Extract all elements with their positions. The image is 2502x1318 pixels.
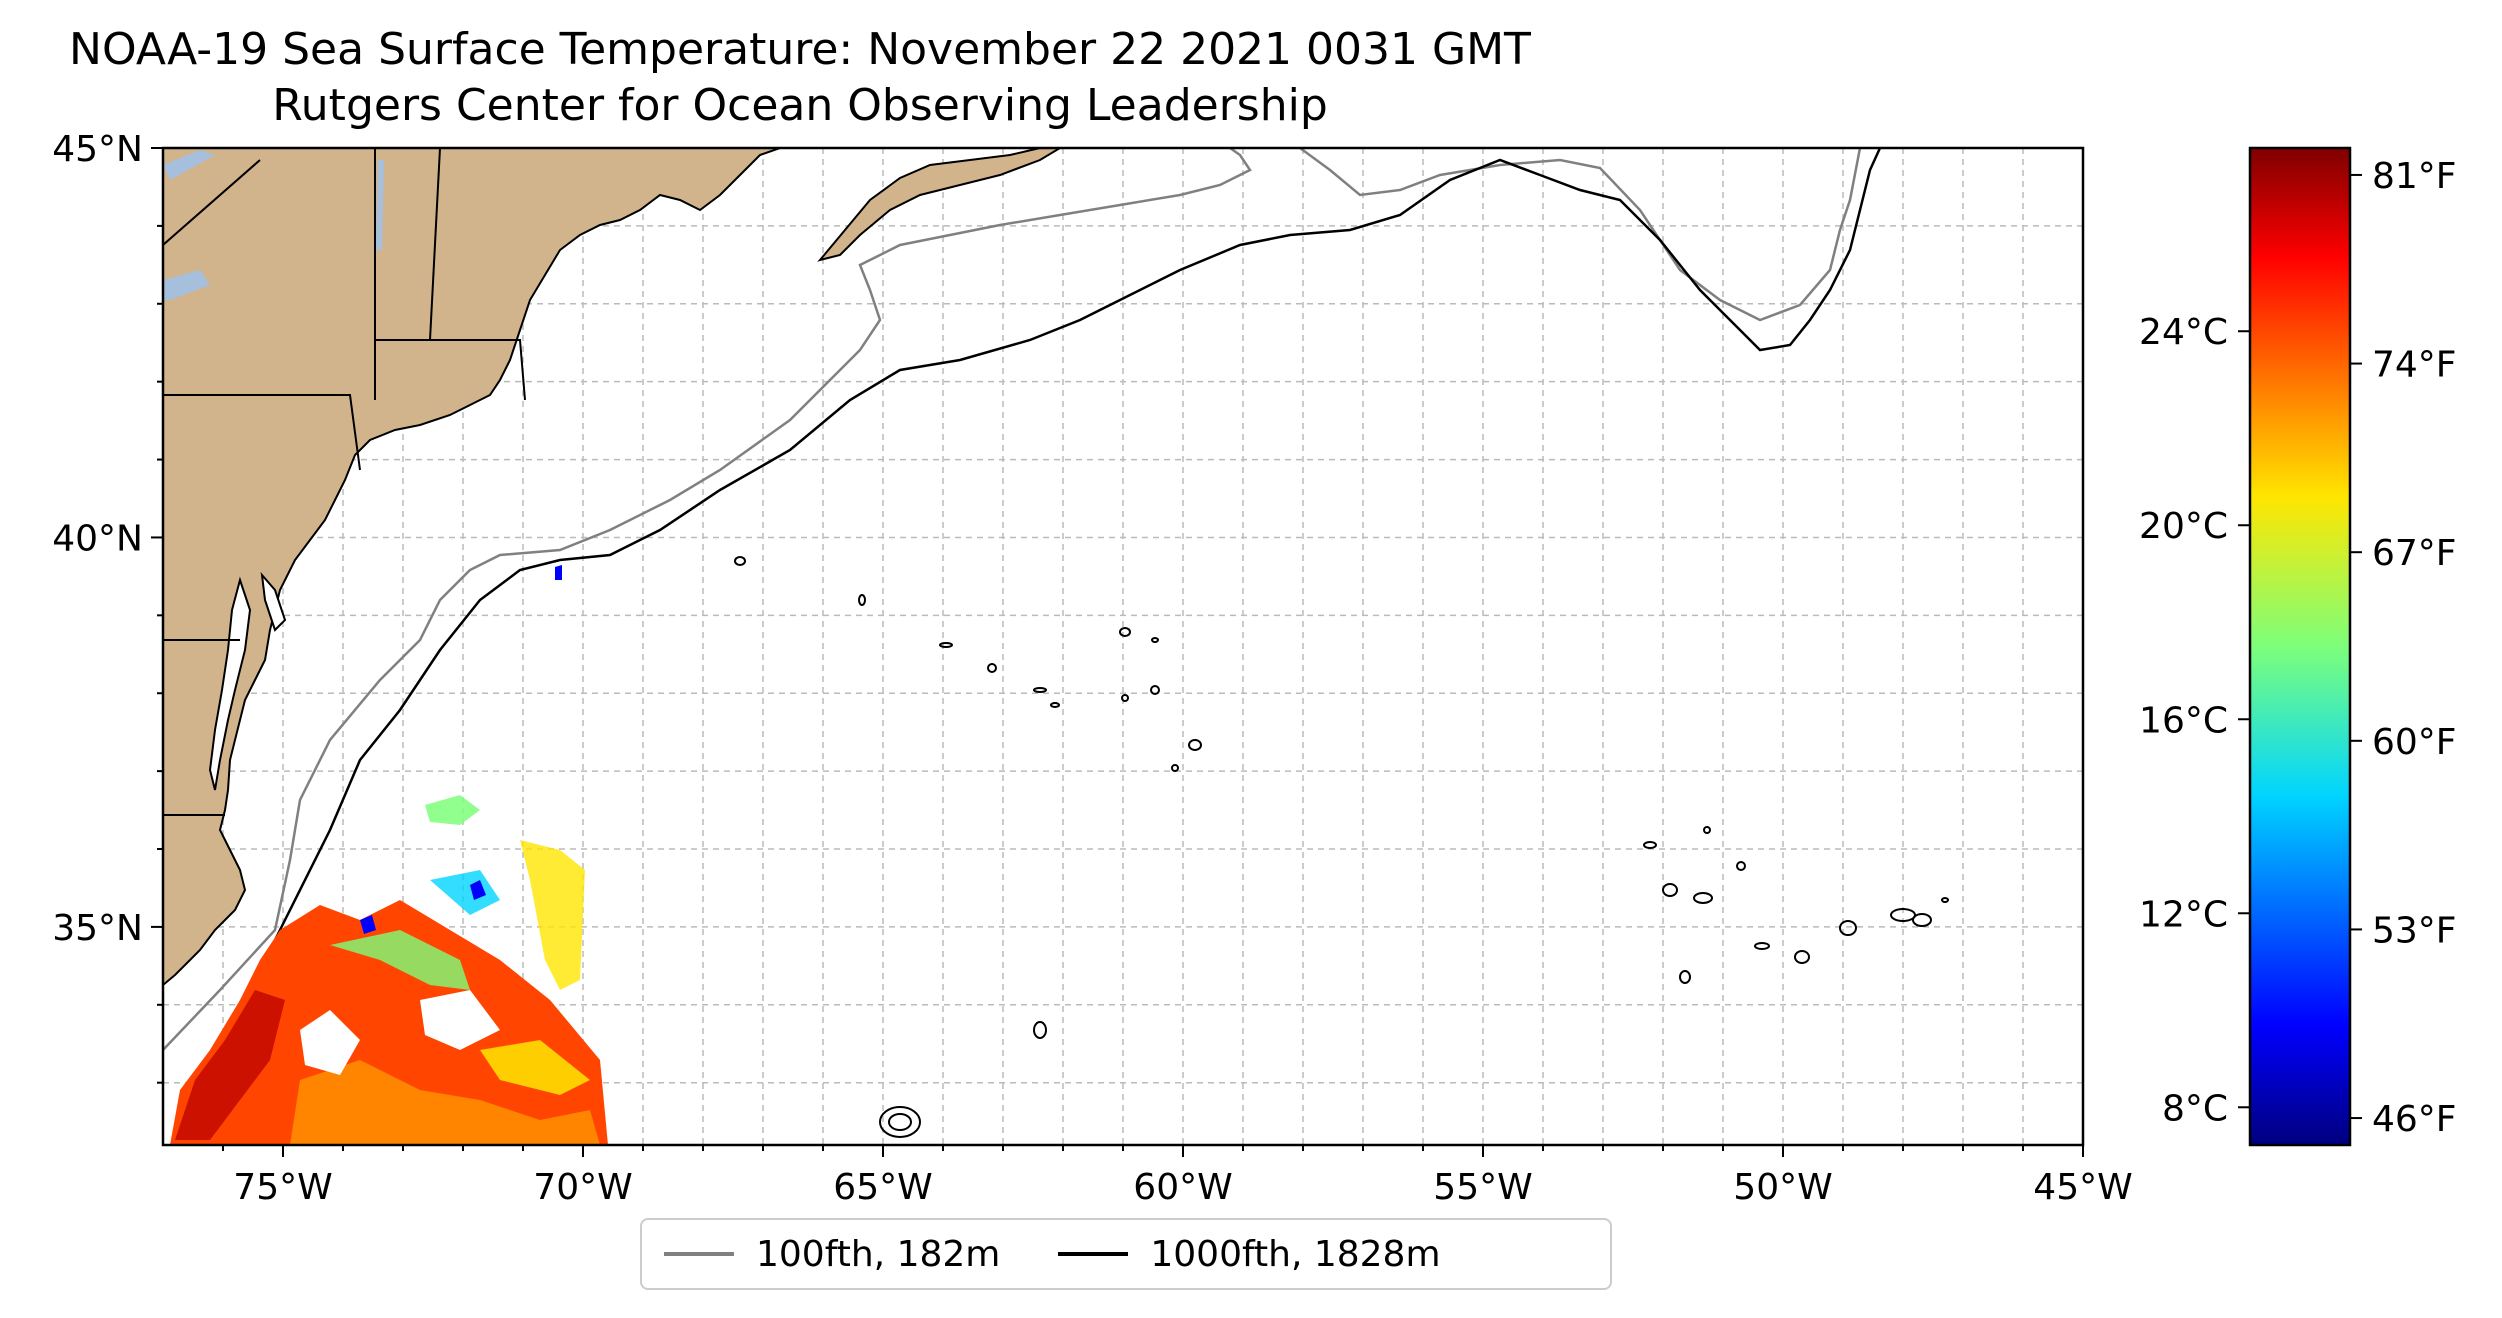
delaware-bay [260, 571, 287, 632]
sst-warm-patch [170, 900, 608, 1145]
sst-blue-spot [470, 880, 486, 900]
colorbar-celsius-label: 12°C [2139, 894, 2228, 935]
lat-label: 40°N [52, 518, 143, 559]
legend: 100fth, 182m 1000fth, 1828m [640, 1218, 1612, 1290]
colorbar-fahrenheit-label: 67°F [2372, 533, 2457, 574]
sst-mixed-patch [520, 840, 585, 990]
legend-line-gray [664, 1252, 734, 1256]
sst-blue-spot-2 [360, 915, 376, 934]
legend-line-black [1058, 1252, 1129, 1256]
colorbar-celsius-label: 16°C [2139, 700, 2228, 741]
colorbar-celsius-label: 20°C [2139, 506, 2228, 547]
lake-ontario [163, 270, 210, 300]
contour-1000fth [173, 148, 1882, 1145]
sst-white-gap [300, 1010, 360, 1075]
colorbar [2248, 146, 2352, 1147]
lon-label: 65°W [833, 1167, 932, 1208]
lat-label: 45°N [52, 129, 143, 170]
colorbar-celsius-label: 8°C [2162, 1088, 2228, 1129]
sst-orange-patch [290, 1060, 600, 1145]
sst-white-gap-2 [420, 990, 500, 1050]
reservoir [163, 150, 215, 180]
legend-label-1000fth: 1000fth, 1828m [1150, 1233, 1441, 1275]
sst-cyan-streak [430, 870, 500, 915]
colorbar-fahrenheit-label: 81°F [2372, 156, 2457, 197]
lake-champlain [376, 160, 384, 250]
sst-red-patch [175, 990, 285, 1140]
colorbar-fahrenheit-label: 46°F [2372, 1099, 2457, 1140]
colorbar-fahrenheit-label: 74°F [2372, 345, 2457, 386]
land-mass [163, 148, 781, 987]
colorbar-fahrenheit-label: 60°F [2372, 722, 2457, 763]
lon-label: 50°W [1733, 1167, 1832, 1208]
sst-green-streak [330, 930, 470, 990]
sst-data [170, 565, 608, 1145]
sst-yellow-streak [480, 1040, 590, 1095]
nova-scotia [817, 148, 1062, 262]
lon-label: 70°W [533, 1167, 632, 1208]
chart-title: NOAA-19 Sea Surface Temperature: Novembe… [69, 24, 1531, 75]
lat-label: 35°N [52, 908, 143, 949]
chesapeake-bay [208, 576, 252, 791]
map-tick-labels: 75°W 70°W 65°W 60°W 55°W 50°W 45°W 45°N 40°N 35°N [52, 129, 2132, 1208]
colorbar-celsius-label: 24°C [2139, 312, 2228, 353]
chart-subtitle: Rutgers Center for Ocean Observing Leade… [272, 80, 1328, 131]
sst-blue-spot-3 [555, 565, 562, 580]
state-boundaries [163, 148, 526, 816]
colorbar-fahrenheit-label: 53°F [2372, 910, 2457, 951]
colorbar-ticks [2238, 173, 2362, 1120]
map-ticks [151, 147, 2084, 1157]
legend-item-100fth: 100fth, 182m [642, 1234, 1000, 1275]
lon-label: 75°W [233, 1167, 332, 1208]
legend-label-100fth: 100fth, 182m [756, 1233, 1001, 1275]
contour-100fth [163, 148, 1252, 1051]
seamounts [734, 556, 1949, 1138]
lon-label: 45°W [2033, 1167, 2132, 1208]
lon-label: 55°W [1433, 1167, 1532, 1208]
legend-item-1000fth: 1000fth, 1828m [1036, 1233, 1441, 1275]
sst-green-patch-north [425, 795, 480, 825]
contour-100fth-east [1299, 148, 1862, 322]
colorbar-labels: 24°C 20°C 16°C 12°C 8°C 81°F 74°F 67°F 60°F 53°F 4… [2139, 156, 2456, 1140]
lon-label: 60°W [1133, 1167, 1232, 1208]
